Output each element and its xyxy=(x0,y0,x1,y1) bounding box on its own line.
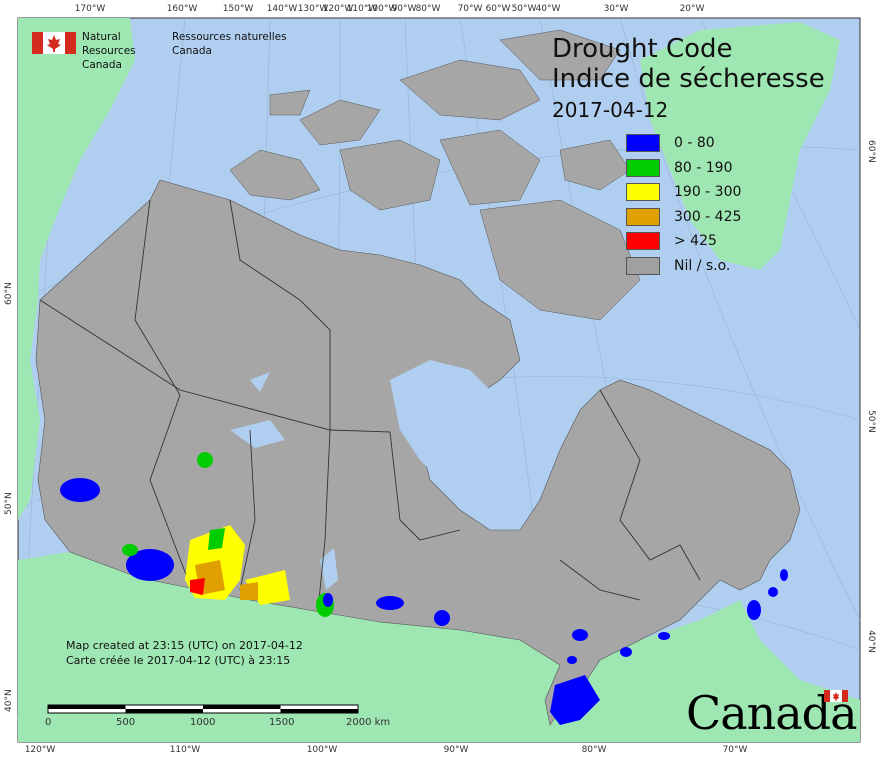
credit-english: Map created at 23:15 (UTC) on 2017-04-12 xyxy=(66,639,303,652)
tick-bottom: 90°W xyxy=(443,745,469,755)
tick-top: 130°W xyxy=(297,4,329,14)
tick-top: 30°W xyxy=(603,4,629,14)
tick-bottom: 80°W xyxy=(581,745,607,755)
provincial-borders xyxy=(39,199,701,611)
tick-bottom: 100°W xyxy=(306,745,338,755)
land-alaska-panhandle xyxy=(18,300,40,520)
credit-french: Carte créée le 2017-04-12 (UTC) à 23:15 xyxy=(66,654,291,667)
land-usa xyxy=(18,552,860,742)
tick-top: 80°W xyxy=(415,4,441,14)
lake-great-bear xyxy=(250,372,270,392)
legend-swatch xyxy=(626,207,660,226)
tick-top: 160°W xyxy=(166,4,198,14)
tick-left: 60°N xyxy=(4,282,14,305)
tick-top: 120°W xyxy=(322,4,354,14)
tick-left: 40°N xyxy=(4,689,14,712)
nrcan-en-line1: Natural Resources xyxy=(82,31,136,57)
tick-top: 70°W xyxy=(457,4,483,14)
tick-top: 40°W xyxy=(535,4,561,14)
title-date: 2017-04-12 xyxy=(552,98,669,122)
tick-top: 20°W xyxy=(679,4,705,14)
scale-label: 1500 xyxy=(269,717,295,728)
map-title: Drought Code Indice de sécheresse 2017-0… xyxy=(552,34,825,124)
scale-bar-graphic xyxy=(47,704,359,714)
legend-label: > 425 xyxy=(674,233,717,250)
lake-winnipeg xyxy=(320,548,338,590)
tick-top: 60°W xyxy=(485,4,511,14)
map-credit: Map created at 23:15 (UTC) on 2017-04-12… xyxy=(66,638,303,668)
legend-label: 0 - 80 xyxy=(674,135,715,151)
tick-bottom: 110°W xyxy=(169,745,201,755)
tick-top: 170°W xyxy=(74,4,106,14)
legend-label: 80 - 190 xyxy=(674,159,733,176)
tick-top: 50°W xyxy=(511,4,537,14)
lake-great-slave xyxy=(230,420,285,448)
scale-bar: 0 500 1000 1500 2000 km xyxy=(40,703,420,735)
tick-top: 90°W xyxy=(391,4,417,14)
tick-top: 110°W xyxy=(346,4,378,14)
wordmark-flag-icon xyxy=(824,690,848,702)
tick-top: 100°W xyxy=(366,4,398,14)
tick-bottom: 120°W xyxy=(24,745,56,755)
land-alaska xyxy=(18,18,135,300)
legend-label: 300 - 425 xyxy=(674,208,742,225)
land-greenland xyxy=(640,22,840,270)
legend-swatch xyxy=(626,134,660,152)
drought-patches xyxy=(60,452,788,725)
tick-right: 50°N xyxy=(866,410,876,433)
scale-label: 2000 km xyxy=(346,717,391,728)
legend-swatch xyxy=(626,256,660,275)
canada-flag-icon xyxy=(32,32,76,54)
tick-right: 40°N xyxy=(866,630,876,653)
tick-right: 60°N xyxy=(866,140,876,163)
nrcan-french: Ressources naturelles Canada xyxy=(172,30,292,58)
tick-top: 150°W xyxy=(222,4,254,14)
hudson-bay xyxy=(390,360,500,480)
tick-top: 140°W xyxy=(266,4,298,14)
scale-label: 500 xyxy=(116,717,136,728)
legend-swatch xyxy=(626,183,660,202)
nrcan-fr-line1: Ressources naturelles xyxy=(172,31,287,43)
legend-label: Nil / s.o. xyxy=(674,257,731,274)
tick-bottom: 70°W xyxy=(722,745,748,755)
nrcan-fr-line2: Canada xyxy=(172,45,212,57)
title-english: Drought Code xyxy=(552,34,733,64)
tick-left: 50°N xyxy=(4,492,14,515)
legend-swatch xyxy=(626,158,660,177)
nrcan-en-line2: Canada xyxy=(82,59,122,71)
scale-label: 0 xyxy=(45,717,52,728)
scale-label: 1000 xyxy=(190,717,216,728)
arctic-islands xyxy=(229,29,641,321)
legend-swatch xyxy=(626,232,660,251)
legend-label: 190 - 300 xyxy=(674,184,742,201)
nrcan-english: Natural Resources Canada xyxy=(82,30,162,72)
title-french: Indice de sécheresse xyxy=(552,64,825,94)
